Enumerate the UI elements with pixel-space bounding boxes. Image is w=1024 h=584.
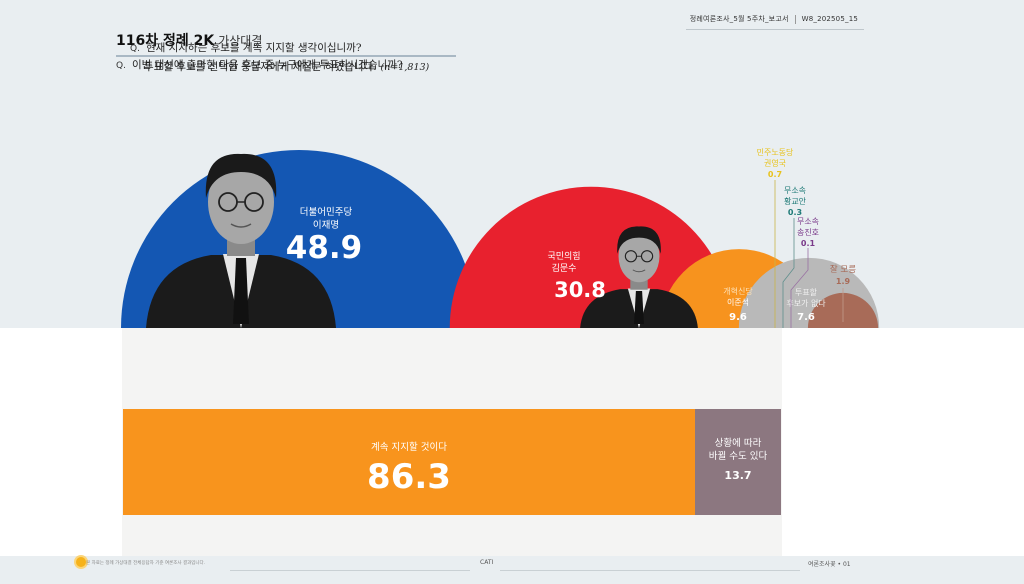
footer-brand: 여론조사꽃 • 01	[808, 561, 851, 568]
label-name-4: 권영국	[764, 158, 786, 168]
candidate-2-photo	[580, 226, 698, 328]
bar-change-label: 상황에 따라 바뀔 수도 있다	[708, 438, 768, 462]
footer: 본 자료는 정례 가상대결 전체응답자 기준 여론조사 결과입니다. CATI …	[0, 556, 1024, 584]
candidate-1-photo	[146, 153, 336, 328]
label-name-8: 잘 모름	[830, 264, 856, 275]
question-1: Q. 이번 대선에 출마한 다음 후보 중 누구에게 투표하시겠습니까?	[116, 57, 402, 72]
page-title: 116차 정례 2K 가상대결	[116, 33, 263, 49]
label-name-3: 이준석	[727, 297, 749, 307]
bar-change-value: 13.7	[724, 469, 752, 482]
value-1: 48.9	[286, 230, 363, 266]
value-7: 7.6	[797, 312, 815, 323]
label-party-1: 더불어민주당	[300, 207, 353, 218]
sample-size: (n=1,813)	[380, 62, 430, 73]
bar-keep-label: 계속 지지할 것이다	[371, 442, 447, 453]
value-6: 0.1	[801, 239, 816, 248]
question-2: Q. 현재 지지하는 후보를 계속 지지할 생각이십니까? 투표할 후보를 선택한…	[130, 39, 429, 77]
label-party-7: 투표할	[795, 287, 818, 297]
bar-may-change: 상황에 따라 바뀔 수도 있다 13.7	[695, 409, 781, 515]
label-name-2: 김문수	[552, 262, 577, 274]
footer-note: 본 자료는 정례 가상대결 전체응답자 기준 여론조사 결과입니다.	[86, 561, 206, 566]
bar-keep-value: 86.3	[367, 457, 451, 497]
report-header: 정례여론조사_5월 5주차_보고서 W8_202505_15	[685, 14, 864, 30]
value-5: 0.3	[788, 208, 802, 217]
label-party-4: 민주노동당	[757, 147, 794, 157]
sun-logo-icon	[76, 557, 86, 567]
label-party-3: 개혁신당	[723, 286, 753, 296]
label-party-6: 무소속	[797, 217, 819, 226]
question-2-panel	[0, 328, 1024, 556]
report-name: 정례여론조사_5월 5주차_보고서	[689, 15, 789, 23]
label-party-5: 무소속	[784, 186, 806, 195]
bar-keep-support: 계속 지지할 것이다 86.3	[123, 409, 695, 515]
value-4: 0.7	[768, 170, 782, 179]
question-2-line2: 투표할 후보를 선택한 응답자에게 재질문 하였습니다.	[144, 61, 377, 73]
value-8: 1.9	[836, 277, 851, 286]
label-name-6: 송진호	[797, 227, 819, 237]
page-title-block: 116차 정례 2K 가상대결	[116, 30, 456, 57]
label-party-2: 국민의힘	[547, 251, 580, 262]
question-2-mark: Q.	[130, 44, 140, 54]
page-subtitle: 가상대결	[218, 34, 263, 48]
value-2: 30.8	[554, 278, 606, 302]
label-name-5: 황교안	[784, 196, 807, 206]
question-1-mark: Q.	[116, 61, 126, 71]
footer-method: CATI	[480, 559, 494, 566]
question-2-line1: 현재 지지하는 후보를 계속 지지할 생각이십니까?	[145, 42, 362, 54]
report-code: W8_202505_15	[801, 15, 858, 23]
value-3: 9.6	[729, 312, 747, 323]
question-1-text: 이번 대선에 출마한 다음 후보 중 누구에게 투표하시겠습니까?	[131, 59, 403, 71]
label-name-7: 후보가 없다	[786, 299, 826, 308]
label-name-1: 이재명	[313, 220, 339, 231]
